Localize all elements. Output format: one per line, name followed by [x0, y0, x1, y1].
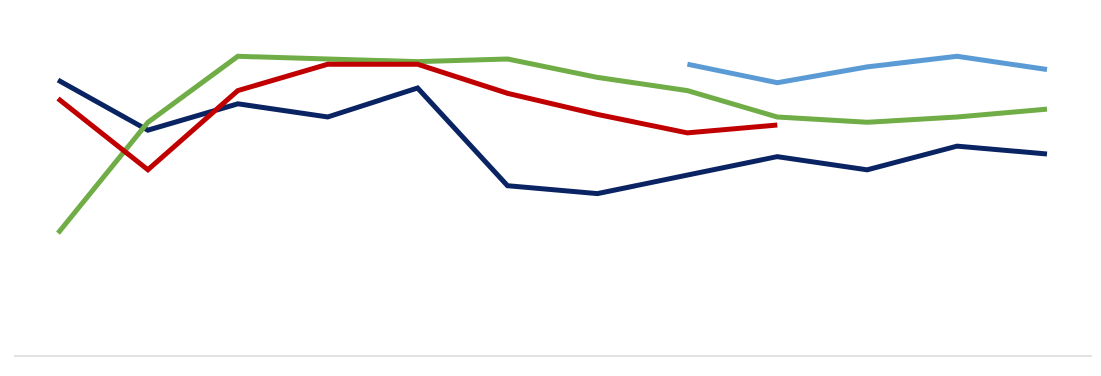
series-4-line [686, 53, 1048, 86]
series-1-line [56, 77, 1048, 197]
series-3-line [56, 61, 778, 174]
series-2-line [56, 53, 1048, 235]
series-layer [56, 53, 1048, 235]
